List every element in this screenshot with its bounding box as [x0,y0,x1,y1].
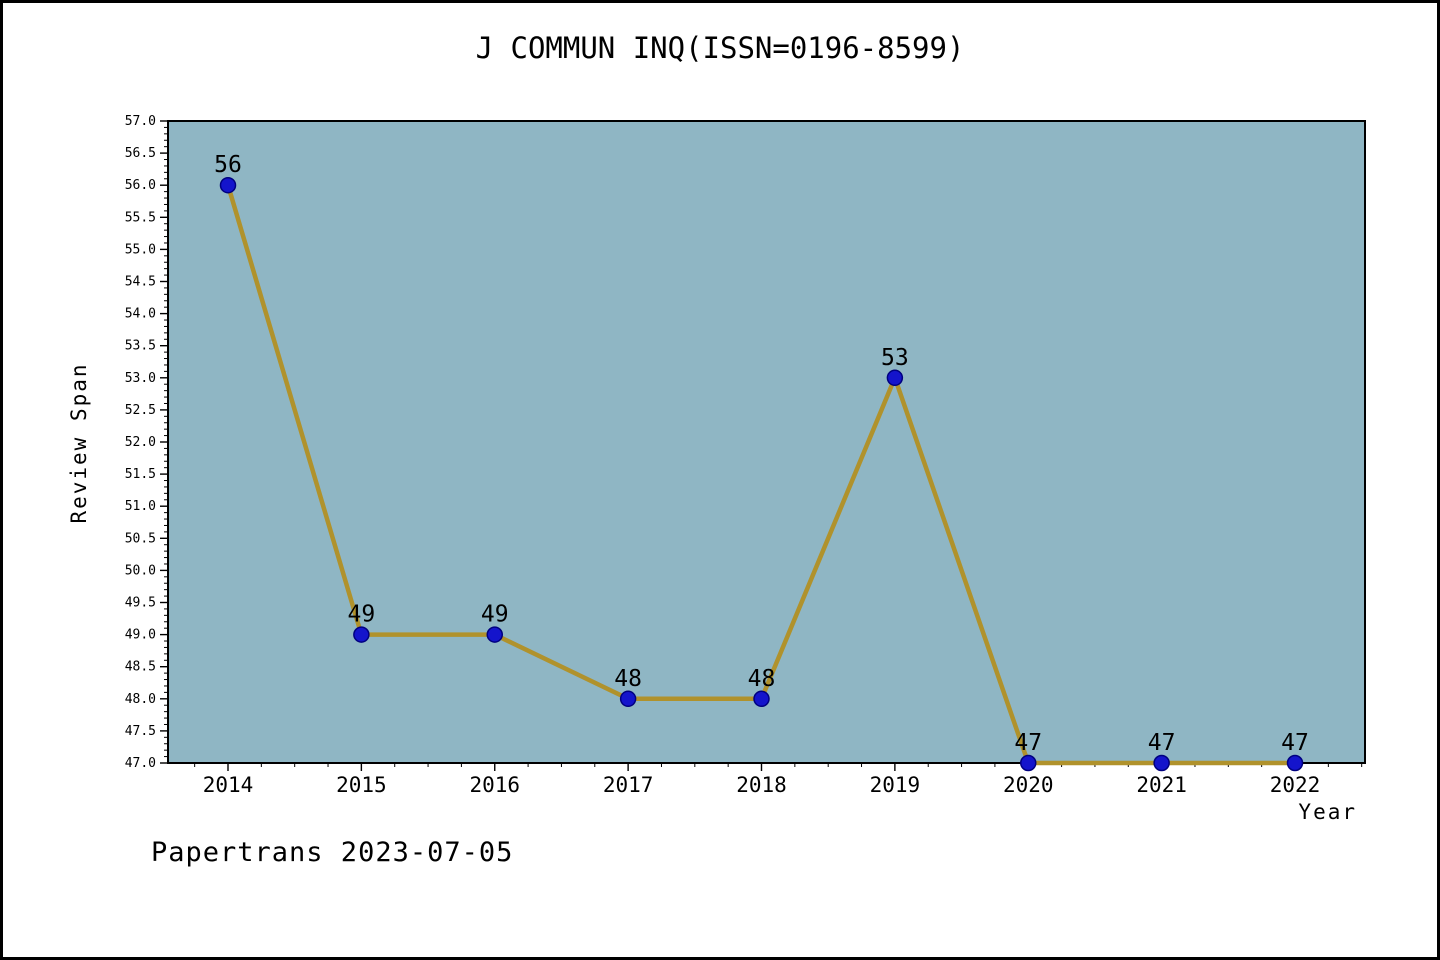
x-tick-label: 2017 [603,773,654,797]
y-tick-label: 57.0 [125,114,156,129]
x-tick-label: 2016 [469,773,520,797]
data-point [619,690,637,708]
y-tick-label: 53.0 [125,371,156,386]
x-tick-label: 2022 [1270,773,1321,797]
y-tick-label: 52.5 [125,403,156,418]
data-point [486,626,503,643]
x-tick-label: 2019 [870,773,921,797]
data-point [219,176,237,194]
chart-title: J COMMUN INQ(ISSN=0196-8599) [475,31,965,65]
y-tick-label: 54.0 [125,307,156,322]
y-tick-label: 47.5 [125,724,156,739]
data-point [886,369,904,387]
y-axis-label: Review Span [67,362,91,524]
data-point [1153,754,1170,772]
y-tick-label: 52.0 [125,435,156,450]
data-point-label: 47 [1148,730,1176,756]
y-tick-label: 50.5 [125,531,156,546]
data-point [353,626,370,643]
data-point [1286,754,1304,772]
y-tick-label: 48.5 [125,660,156,675]
x-axis-label: Year [1298,800,1357,824]
data-point [1020,754,1037,772]
y-tick-label: 55.5 [125,210,156,225]
y-tick-label: 49.5 [125,596,156,611]
y-tick-label: 49.0 [125,628,156,643]
y-tick-label: 47.0 [125,756,156,771]
x-tick-label: 2018 [736,773,787,797]
data-point [753,690,770,708]
data-point-label: 48 [748,666,776,692]
x-tick-label: 2015 [336,773,387,797]
data-point-label: 47 [1014,730,1042,756]
watermark-text: Papertrans 2023-07-05 [151,837,514,868]
y-tick-label: 54.5 [125,275,156,290]
y-tick-label: 51.0 [125,499,156,514]
y-tick-label: 56.5 [125,146,156,161]
data-point-label: 49 [348,602,376,628]
y-tick-label: 56.0 [125,178,156,193]
data-point-label: 53 [881,345,909,371]
data-point-label: 49 [481,602,509,628]
y-tick-label: 51.5 [125,467,156,482]
y-tick-label: 50.0 [125,563,156,578]
y-tick-label: 48.0 [125,692,156,707]
plot-area [167,120,1366,764]
y-tick-label: 55.0 [125,242,156,257]
x-tick-label: 2021 [1136,773,1187,797]
line-chart: 47.0 47.5 48.0 48.5 49.0 49.5 50.0 50.5 51.0 51.5… [125,114,1366,797]
data-point-label: 47 [1281,730,1309,756]
x-tick-label: 2014 [203,773,254,797]
data-point-label: 48 [614,666,642,692]
data-point-label: 56 [214,152,242,178]
y-tick-label: 53.5 [125,339,156,354]
x-tick-label: 2020 [1003,773,1054,797]
